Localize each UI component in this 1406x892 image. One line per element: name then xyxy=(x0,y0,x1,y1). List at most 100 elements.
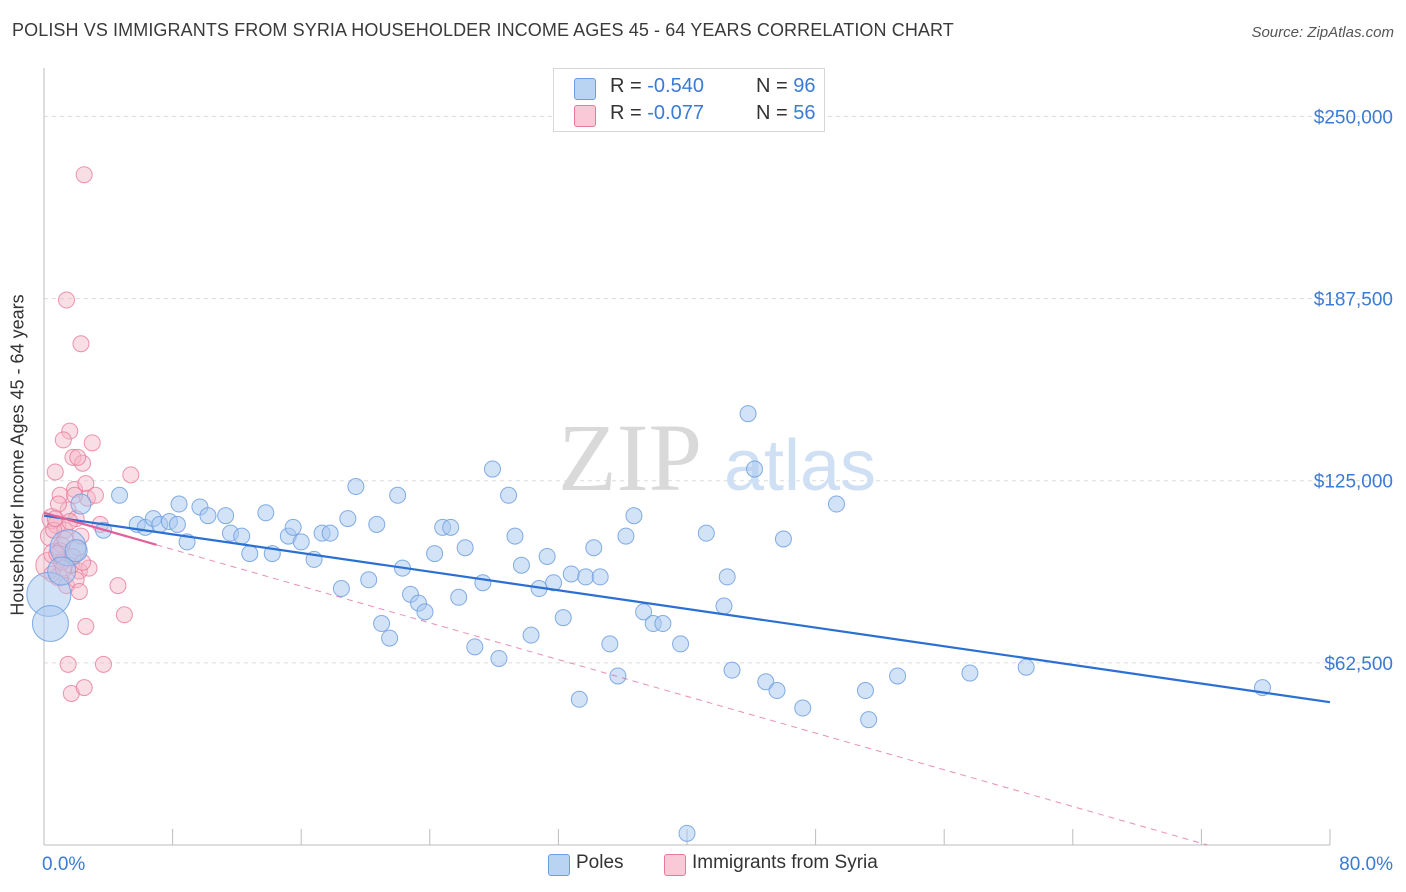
poles-point-61 xyxy=(577,568,595,586)
poles-point-29 xyxy=(321,524,339,542)
poles-point-31 xyxy=(339,510,357,528)
syria-point-25 xyxy=(58,291,76,309)
y-tick-label-2: $187,500 xyxy=(1314,290,1393,311)
poles-point-7 xyxy=(111,486,129,504)
poles-point-34 xyxy=(368,515,386,533)
poles-r: R = -0.540 xyxy=(610,75,704,97)
y-tick-label-1: $125,000 xyxy=(1314,472,1393,493)
poles-point-5 xyxy=(70,493,92,515)
y-tick-label-0: $62,500 xyxy=(1324,654,1393,675)
poles-point-71 xyxy=(672,635,690,653)
poles-point-60 xyxy=(570,690,588,708)
syria-point-38 xyxy=(46,463,64,481)
watermark-zip: ZIP xyxy=(558,404,702,511)
poles-point-62 xyxy=(585,539,603,557)
poles-point-14 xyxy=(170,495,188,513)
syria-r-value: -0.077 xyxy=(647,102,704,124)
syria-point-12 xyxy=(61,422,79,440)
watermark: ZIP atlas xyxy=(558,404,876,511)
syria-point-27 xyxy=(59,655,77,673)
poles-point-65 xyxy=(609,667,627,685)
x-tick-labels: 0.0% 80.0% xyxy=(42,854,1393,875)
poles-point-82 xyxy=(794,699,812,717)
syria-point-24 xyxy=(80,559,98,577)
poles-point-80 xyxy=(768,682,786,700)
poles-point-64 xyxy=(601,635,619,653)
poles-point-52 xyxy=(506,527,524,545)
syria-point-30 xyxy=(77,617,95,635)
poles-point-77 xyxy=(739,405,757,423)
syria-point-26 xyxy=(54,431,72,449)
poles-point-21 xyxy=(241,545,259,563)
poles-point-37 xyxy=(389,486,407,504)
grid-lines xyxy=(44,115,1395,664)
poles-swatch xyxy=(574,78,596,100)
poles-point-51 xyxy=(500,486,518,504)
poles-point-4 xyxy=(64,539,88,563)
syria-point-31 xyxy=(83,434,101,452)
syria-point-6 xyxy=(51,486,69,504)
poles-point-44 xyxy=(442,518,460,536)
syria-point-32 xyxy=(86,486,104,504)
syria-point-14 xyxy=(64,448,82,466)
poles-point-17 xyxy=(199,507,217,525)
poles-point-63 xyxy=(591,568,609,586)
syria-legend-label: Immigrants from Syria xyxy=(692,852,878,873)
syria-point-36 xyxy=(115,606,133,624)
poles-point-81 xyxy=(774,530,792,548)
poles-n: N = 96 xyxy=(756,75,816,97)
poles-legend-swatch xyxy=(548,854,570,876)
series-poles-points xyxy=(26,405,1271,842)
syria-point-19 xyxy=(72,335,90,353)
poles-point-68 xyxy=(635,603,653,621)
poles-point-88 xyxy=(1017,658,1035,676)
poles-point-30 xyxy=(332,580,350,598)
poles-point-76 xyxy=(723,661,741,679)
poles-point-85 xyxy=(860,711,878,729)
poles-point-50 xyxy=(490,649,508,667)
syria-n: N = 56 xyxy=(756,102,816,124)
syria-point-21 xyxy=(75,166,93,184)
poles-point-67 xyxy=(625,507,643,525)
correlation-legend: R = -0.540 N = 96 R = -0.077 N = 56 xyxy=(553,68,825,132)
poles-point-26 xyxy=(292,533,310,551)
poles-point-1 xyxy=(31,605,69,643)
syria-n-value: 56 xyxy=(793,102,816,124)
syria-point-46 xyxy=(70,582,88,600)
poles-point-70 xyxy=(654,615,672,633)
poles-point-3 xyxy=(47,556,77,586)
x-tick-label-min: 0.0% xyxy=(42,854,85,875)
y-tick-labels: $62,500 $125,000 $187,500 $250,000 xyxy=(1314,107,1393,674)
poles-point-46 xyxy=(456,539,474,557)
poles-point-35 xyxy=(373,615,391,633)
poles-point-25 xyxy=(284,518,302,536)
poles-point-32 xyxy=(347,478,365,496)
axes xyxy=(43,68,1331,846)
y-tick-label-3: $250,000 xyxy=(1314,107,1393,128)
source-label: Source: ZipAtlas.com xyxy=(1251,24,1394,41)
syria-r: R = -0.077 xyxy=(610,102,704,124)
poles-point-59 xyxy=(562,565,580,583)
syria-point-34 xyxy=(94,655,112,673)
poles-point-58 xyxy=(554,609,572,627)
syria-point-29 xyxy=(75,679,93,697)
poles-point-87 xyxy=(961,664,979,682)
poles-legend-label: Poles xyxy=(576,852,624,873)
poles-point-57 xyxy=(545,574,563,592)
poles-point-47 xyxy=(466,638,484,656)
syria-trend-line xyxy=(43,511,157,546)
poles-point-78 xyxy=(746,460,764,478)
poles-point-18 xyxy=(217,507,235,525)
poles-r-value: -0.540 xyxy=(647,75,704,97)
syria-legend-swatch xyxy=(664,854,686,876)
poles-point-49 xyxy=(483,460,501,478)
x-tick-label-max: 80.0% xyxy=(1339,854,1393,875)
poles-point-75 xyxy=(718,568,736,586)
poles-point-22 xyxy=(257,504,275,522)
y-axis-label: Householder Income Ages 45 - 64 years xyxy=(7,294,28,616)
poles-point-56 xyxy=(538,547,556,565)
poles-point-45 xyxy=(450,588,468,606)
poles-point-53 xyxy=(512,556,530,574)
chart-title: POLISH VS IMMIGRANTS FROM SYRIA HOUSEHOL… xyxy=(12,20,954,40)
